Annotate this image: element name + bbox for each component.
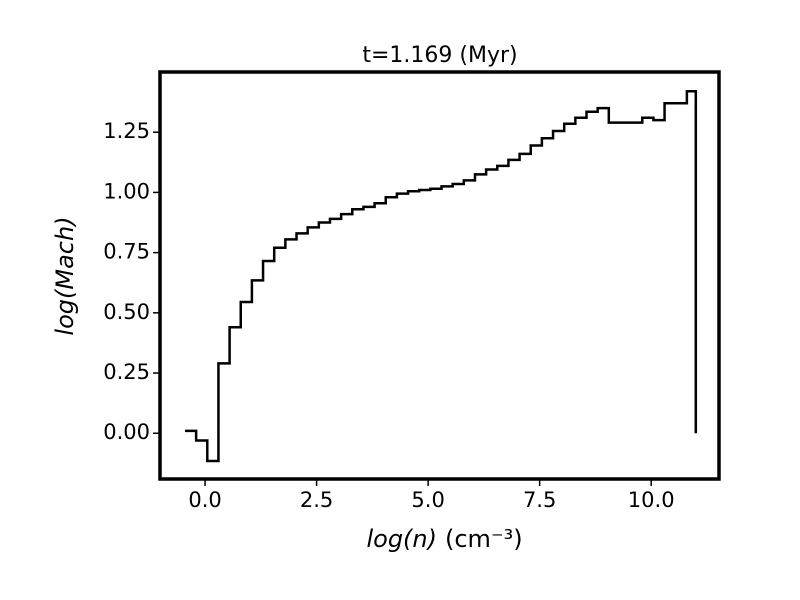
x-axis-label: log(n) (cm⁻³) (366, 525, 522, 553)
y-tick-label: 0.75 (103, 240, 150, 264)
x-axis-label-var: log(n) (366, 525, 437, 553)
y-tick-label: 0.00 (103, 420, 150, 444)
y-tick-label: 0.25 (103, 360, 150, 384)
y-axis-label: log(Mach) (51, 216, 79, 335)
step-line (184, 90, 698, 463)
x-tick-label: 0.0 (188, 488, 221, 512)
x-axis-label-unit: (cm⁻³) (445, 525, 523, 553)
x-tick-label: 10.0 (628, 488, 675, 512)
chart-title: t=1.169 (Myr) (362, 43, 517, 68)
y-tick-label: 0.50 (103, 300, 150, 324)
plot-frame (158, 70, 721, 481)
y-tick-label: 1.00 (103, 179, 150, 203)
y-tick-label: 1.25 (103, 119, 150, 143)
x-tick-label: 7.5 (523, 488, 556, 512)
x-tick-label: 5.0 (411, 488, 444, 512)
x-tick-label: 2.5 (300, 488, 333, 512)
